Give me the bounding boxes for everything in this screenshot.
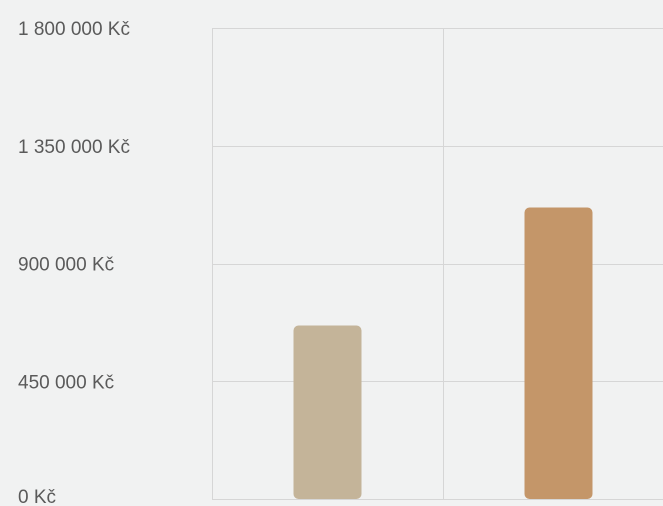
bar	[524, 207, 593, 499]
y-tick-label: 450 000 Kč	[18, 372, 114, 393]
grid-lines	[212, 28, 663, 500]
y-axis-tick-labels: 0 Kč 450 000 Kč 900 000 Kč 1 350 000 Kč 1 80…	[18, 19, 130, 506]
y-tick-label: 1 800 000 Kč	[18, 19, 130, 40]
y-tick-label: 0 Kč	[18, 487, 56, 506]
y-tick-label: 1 350 000 Kč	[18, 137, 130, 158]
bars	[293, 207, 593, 499]
bar	[293, 325, 362, 499]
y-tick-label: 900 000 Kč	[18, 255, 114, 276]
